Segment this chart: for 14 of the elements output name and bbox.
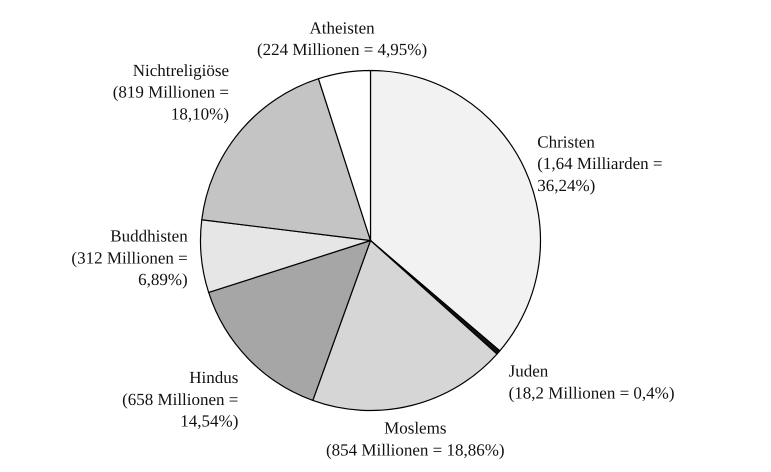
slice-label: Atheisten [309,18,376,38]
data-label: (854 Millionen = 18,86%) [326,440,505,460]
slice-label: Moslems [384,418,446,438]
slice-label: Buddhisten [110,226,188,246]
slice-label: Christen [537,132,596,152]
slice-label: Hindus [189,368,238,387]
slice-label: Nichtreligiöse [132,60,230,80]
data-label: (819 Millionen = 18,10%) [112,82,230,124]
data-label: (658 Millionen = 14,54%) [122,390,238,431]
data-label: (312 Millionen = 6,89%) [71,248,188,290]
data-label: (224 Millionen = 4,95%) [256,40,428,60]
data-label: (1,64 Milliarden = 36,24%) [537,154,662,195]
slice-label: Juden [508,361,549,380]
data-label: (18,2 Millionen = 0,4%) [508,383,674,402]
